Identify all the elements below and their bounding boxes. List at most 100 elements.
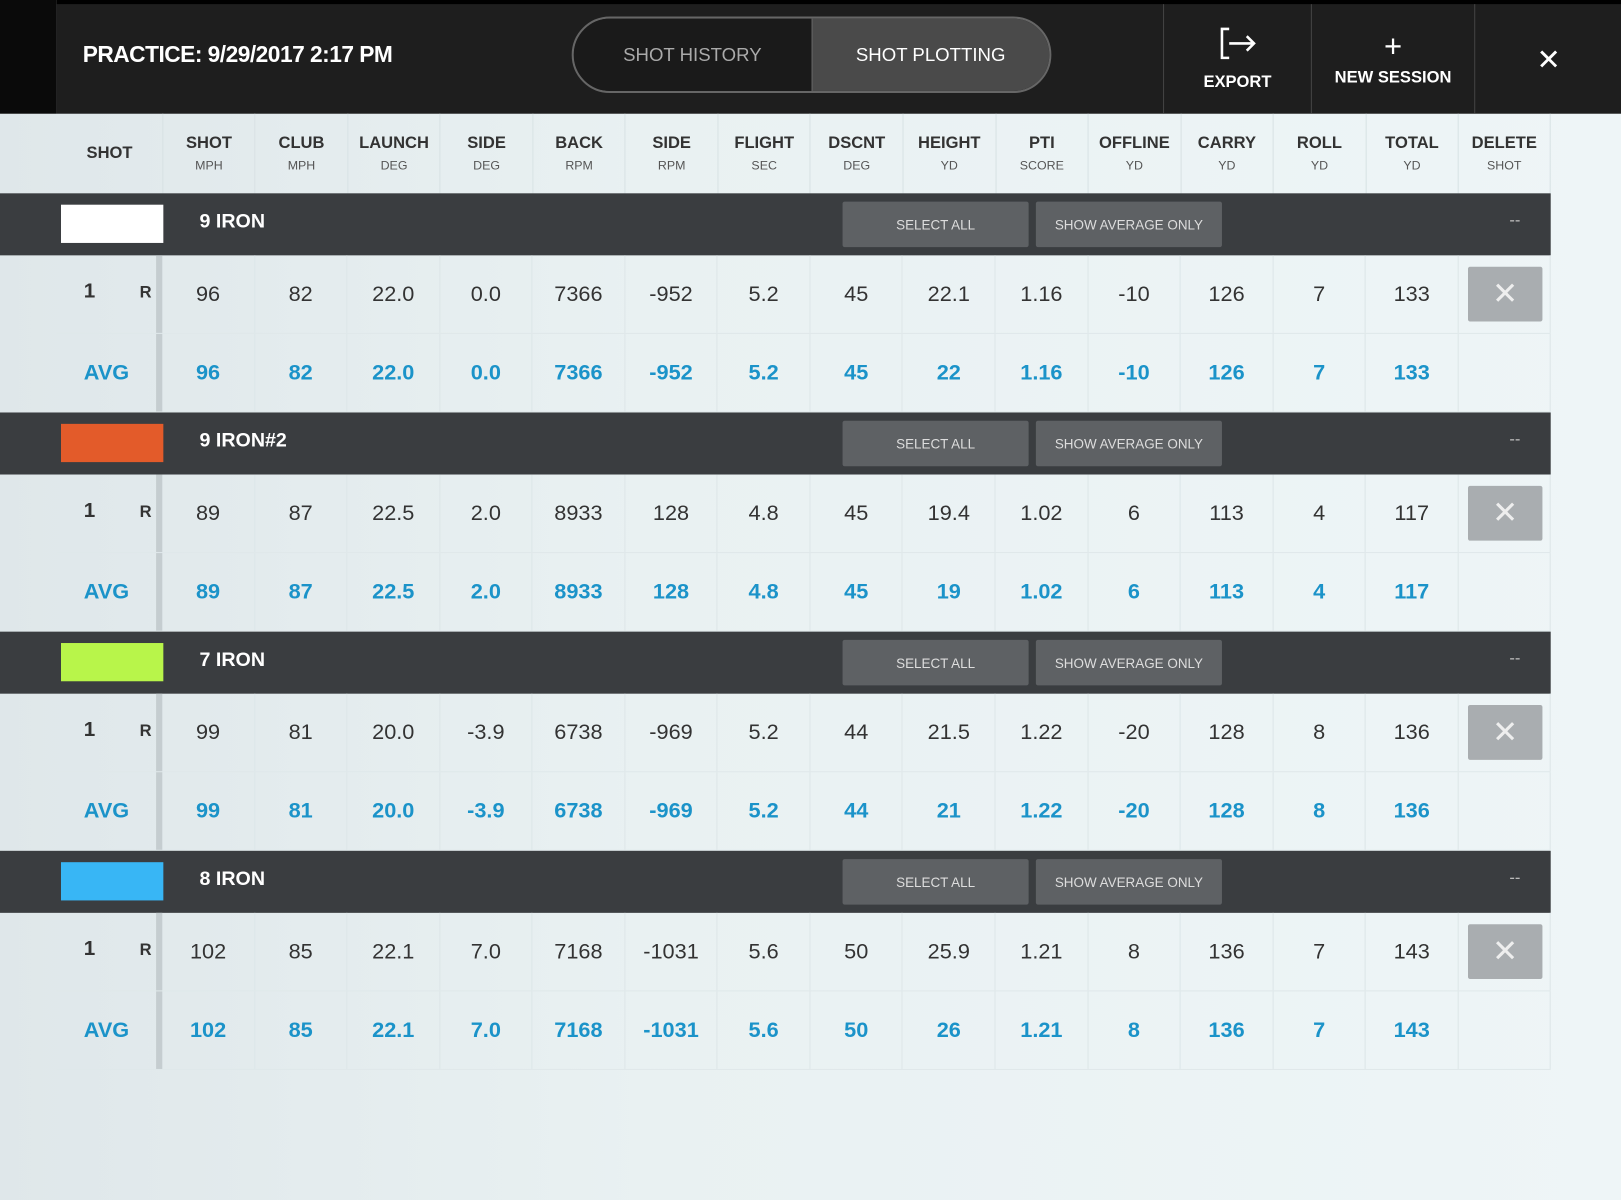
avg-value: -969	[625, 772, 718, 850]
avg-value: 45	[810, 553, 904, 631]
shot-value: 7	[1273, 255, 1366, 333]
avg-value: -952	[625, 333, 718, 412]
close-icon: ✕	[1492, 277, 1519, 312]
shot-value: 128	[625, 474, 718, 553]
show-average-only-button[interactable]: SHOW AVERAGE ONLY	[1035, 859, 1222, 905]
avg-label-cell: AVG	[57, 991, 163, 1069]
avg-value: 21	[903, 772, 996, 850]
delete-shot-button[interactable]: ✕	[1467, 266, 1543, 322]
club-color-swatch[interactable]	[60, 862, 164, 901]
avg-value: 5.2	[718, 333, 811, 412]
column-header: DELETE SHOT	[1459, 113, 1551, 194]
column-header: CARRY YD	[1181, 113, 1274, 194]
column-header: PTI SCORE	[996, 113, 1089, 194]
delete-cell: ✕	[1459, 255, 1551, 333]
new-session-button[interactable]: + NEW SESSION	[1310, 4, 1474, 114]
export-icon	[1217, 26, 1258, 69]
club-name: 7 IRON	[199, 649, 266, 671]
collapse-toggle[interactable]: --	[1509, 869, 1521, 888]
export-button[interactable]: EXPORT	[1163, 4, 1311, 114]
avg-value: 87	[255, 553, 348, 631]
close-button[interactable]: ✕	[1474, 4, 1621, 114]
column-title: SHOT	[185, 134, 232, 152]
shot-number: 1	[83, 499, 96, 523]
show-average-only-button[interactable]: SHOW AVERAGE ONLY	[1035, 420, 1222, 467]
select-all-button[interactable]: SELECT ALL	[842, 201, 1029, 248]
club-color-swatch[interactable]	[60, 204, 164, 243]
column-title: PTI	[1028, 134, 1055, 152]
club-color-swatch[interactable]	[60, 423, 164, 463]
column-header: LAUNCH DEG	[348, 113, 441, 194]
show-average-only-button[interactable]: SHOW AVERAGE ONLY	[1035, 201, 1222, 248]
column-header: FLIGHT SEC	[718, 113, 811, 194]
column-unit: SCORE	[1019, 158, 1064, 173]
avg-value: 7.0	[440, 991, 533, 1069]
tab-shot-plotting[interactable]: SHOT PLOTTING	[811, 18, 1050, 91]
delete-shot-button[interactable]: ✕	[1467, 705, 1543, 760]
column-title: CARRY	[1197, 134, 1257, 152]
avg-value: 1.16	[996, 333, 1089, 412]
average-row: AVG 102 85 22.1 7.0 7168 -1031 5.6 50 26 1.21 8 136…	[56, 991, 1551, 1070]
delete-shot-button[interactable]: ✕	[1467, 924, 1543, 980]
select-all-button[interactable]: SELECT ALL	[842, 859, 1029, 905]
shot-value: 102	[162, 912, 255, 991]
shot-value: 22.5	[347, 474, 441, 553]
collapse-toggle[interactable]: --	[1509, 650, 1521, 668]
column-header: SIDE RPM	[626, 113, 719, 194]
collapse-toggle[interactable]: --	[1509, 431, 1521, 449]
club-color-swatch[interactable]	[60, 643, 164, 682]
shot-value: 4.8	[718, 474, 811, 553]
close-icon: ✕	[1536, 42, 1561, 75]
handedness: R	[139, 284, 152, 302]
column-header: SIDE DEG	[441, 113, 534, 194]
column-unit: YD	[1218, 158, 1236, 173]
avg-label-cell: AVG	[57, 553, 163, 631]
avg-label-cell: AVG	[57, 772, 163, 850]
avg-value: 1.02	[996, 553, 1089, 631]
shot-value: 0.0	[440, 255, 533, 333]
delete-shot-button[interactable]: ✕	[1467, 485, 1543, 541]
empty-cell	[1459, 772, 1551, 850]
shot-value: 5.6	[718, 912, 811, 991]
column-title: FLIGHT	[734, 134, 795, 152]
avg-value: 8	[1088, 991, 1181, 1069]
avg-value: 128	[1181, 772, 1274, 850]
avg-label-cell: AVG	[57, 333, 163, 412]
tab-shot-history[interactable]: SHOT HISTORY	[573, 18, 812, 91]
club-header: 7 IRON SELECT ALL SHOW AVERAGE ONLY --	[0, 631, 1551, 694]
shot-value: -1031	[625, 912, 718, 991]
avg-value: 26	[903, 991, 996, 1069]
column-unit: YD	[1403, 158, 1421, 173]
shot-number: 1	[83, 718, 96, 742]
club-header: 9 IRON#2 SELECT ALL SHOW AVERAGE ONLY --	[0, 412, 1551, 475]
shot-value: 5.2	[718, 255, 811, 333]
shot-value: 44	[810, 693, 904, 772]
avg-label: AVG	[83, 360, 130, 385]
column-unit: RPM	[565, 158, 593, 173]
shot-value: 8933	[533, 474, 626, 553]
close-icon: ✕	[1492, 715, 1519, 750]
delete-cell: ✕	[1459, 474, 1551, 553]
export-label: EXPORT	[1203, 73, 1272, 91]
column-title: LAUNCH	[359, 134, 429, 152]
column-unit: DEG	[843, 158, 871, 173]
shot-value: 19.4	[903, 474, 996, 553]
column-title: SIDE	[467, 134, 506, 152]
select-all-button[interactable]: SELECT ALL	[842, 639, 1029, 686]
shot-value: 2.0	[440, 474, 533, 553]
avg-value: 81	[255, 772, 348, 850]
left-edge	[0, 0, 57, 114]
select-all-button[interactable]: SELECT ALL	[842, 420, 1029, 467]
collapse-toggle[interactable]: --	[1509, 211, 1521, 230]
shot-value: 50	[810, 912, 904, 991]
shot-value: 126	[1181, 255, 1274, 333]
shot-value: 45	[810, 255, 904, 333]
shot-value: 89	[162, 474, 255, 553]
show-average-only-button[interactable]: SHOW AVERAGE ONLY	[1035, 639, 1222, 686]
